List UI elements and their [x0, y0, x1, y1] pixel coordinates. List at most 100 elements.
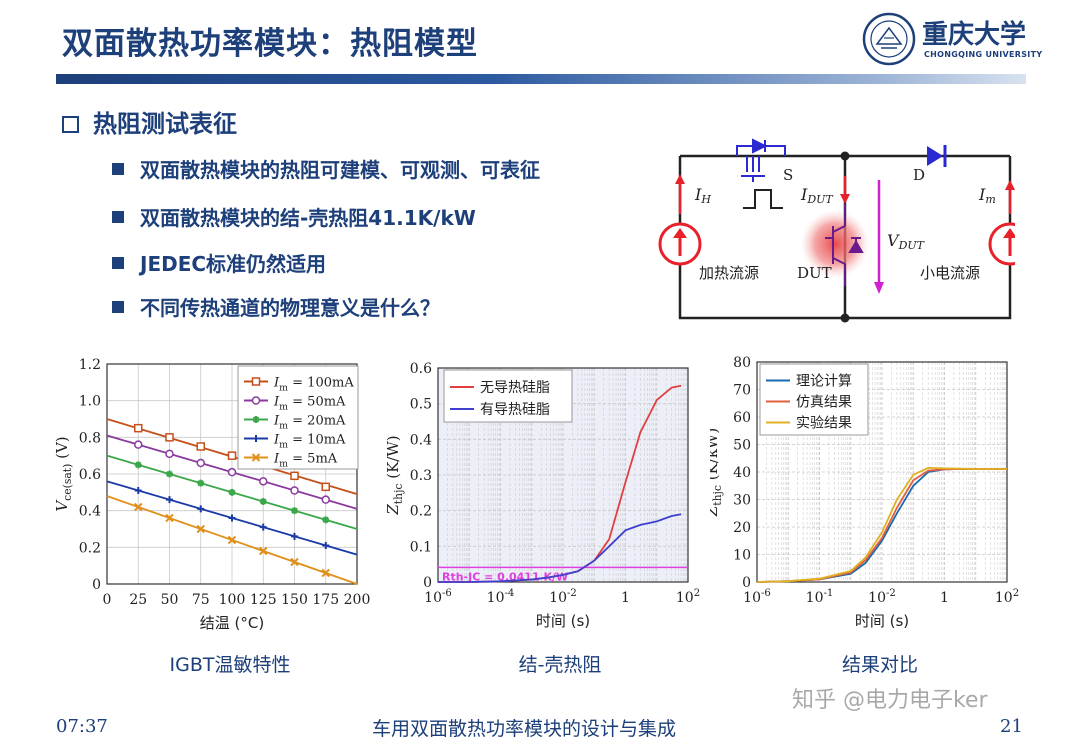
- vdut-label: VDUT: [887, 231, 926, 252]
- dut-igbt-icon: [825, 204, 864, 286]
- data-point: [165, 449, 174, 459]
- bullet-item: 双面散热模块的热阻可建模、可观测、可表征: [112, 154, 540, 183]
- x-tick-label: 1: [621, 590, 630, 606]
- y-axis-label: Zthjc (K/kW): [710, 428, 724, 517]
- series-3: [106, 480, 358, 556]
- junction-case-impedance-chart: 0 0.1 0.2 0.3 0.4 0.5 0.6 10-6 10-4 10-2 1 102 时间 (s…: [384, 361, 700, 630]
- x-tick-label: 50: [161, 592, 179, 608]
- bullet-item: 不同传热通道的物理意义是什么？: [112, 292, 440, 321]
- pulse-waveform-icon: [743, 189, 783, 209]
- data-point: [252, 416, 260, 423]
- square-bullet-icon: [112, 301, 124, 313]
- y-tick-label: 0: [423, 575, 432, 591]
- data-point: [165, 513, 174, 523]
- page-number: 21: [1000, 716, 1023, 737]
- y-tick-label: 50: [733, 438, 751, 454]
- y-tick-label: 1.2: [79, 357, 101, 373]
- measurement-current-source-icon: [988, 222, 1015, 266]
- y-tick-label: 0.1: [410, 539, 432, 555]
- chart1-caption: IGBT温敏特性: [169, 654, 291, 676]
- legend-box: [443, 369, 573, 423]
- square-bullet-icon: [112, 211, 124, 223]
- dut-label: DUT: [797, 264, 832, 282]
- y-tick-label: 30: [733, 493, 751, 509]
- data-point: [321, 568, 330, 578]
- legend-label: Im = 100mA: [273, 376, 354, 394]
- series-line: [756, 466, 1007, 583]
- x-tick-label: 100: [219, 592, 246, 608]
- chart2-caption: 结-壳热阻: [518, 654, 602, 676]
- y-tick-label: 70: [733, 383, 751, 399]
- data-point: [227, 535, 237, 545]
- switch-label: S: [783, 166, 793, 184]
- y-tick-label: 0: [92, 577, 101, 593]
- university-seal-logo: [862, 12, 916, 66]
- heating-current-source-icon: [658, 222, 702, 266]
- y-tick-label: 0.8: [79, 430, 101, 446]
- data-point: [134, 461, 142, 469]
- data-point: [134, 423, 143, 433]
- chart3-caption: 结果对比: [841, 654, 918, 676]
- bullet-item: JEDEC标准仍然适用: [112, 248, 326, 277]
- data-point: [322, 542, 330, 549]
- data-point: [259, 523, 267, 531]
- y-axis-label: Vce(sat) (V): [53, 436, 74, 511]
- data-point: [165, 433, 174, 442]
- im-label: Im: [978, 185, 996, 206]
- y-axis-label: Zthjc (K/W): [384, 435, 405, 515]
- legend-label: 实验结果: [796, 416, 852, 432]
- section-heading: 热阻测试表征: [62, 104, 237, 139]
- data-point: [259, 498, 267, 505]
- x-tick-label: 1: [940, 590, 949, 606]
- legend-label: 无导热硅脂: [480, 380, 550, 396]
- small-source-label: 小电流源: [920, 264, 980, 282]
- data-point: [227, 467, 237, 477]
- legend-label: 仿真结果: [796, 395, 852, 411]
- university-name-en: CHONGQING UNIVERSITY: [924, 50, 1043, 59]
- square-bullet-icon: [112, 163, 124, 175]
- junction-dot: [840, 151, 850, 161]
- data-point: [290, 486, 299, 495]
- data-point: [228, 488, 236, 496]
- x-tick-label: 10-6: [424, 588, 452, 606]
- legend-label: Im = 10mA: [273, 433, 346, 451]
- y-tick-label: 40: [733, 465, 751, 481]
- x-tick-label: 75: [192, 592, 210, 608]
- bullet-item: 双面散热模块的结-壳热阻41.1K/kW: [112, 202, 476, 231]
- watermark: 知乎 @电力电子ker: [792, 688, 988, 713]
- y-tick-label: 60: [733, 410, 751, 426]
- diode-label: D: [913, 166, 925, 184]
- x-axis-label: 时间 (s): [855, 612, 909, 630]
- data-point: [251, 396, 261, 405]
- data-point: [228, 514, 236, 522]
- legend-label: 理论计算: [796, 374, 852, 390]
- diode-icon: [927, 145, 947, 167]
- y-tick-label: 10: [733, 548, 751, 564]
- data-point: [291, 532, 298, 540]
- legend-label: 有导热硅脂: [480, 402, 550, 418]
- title-divider: [56, 74, 1026, 84]
- university-name: 重庆大学: [922, 20, 1027, 50]
- plot-frame: [756, 361, 1008, 583]
- data-point: [322, 516, 330, 524]
- data-point: [227, 451, 237, 460]
- data-point: [197, 505, 205, 513]
- series-2: [756, 466, 1007, 583]
- x-tick-label: 0: [103, 592, 112, 608]
- series-line: [438, 513, 682, 583]
- data-point: [251, 377, 261, 386]
- x-tick-label: 10-2: [868, 588, 896, 606]
- series-1: [438, 513, 682, 583]
- x-tick-label: 10-4: [487, 588, 515, 606]
- x-tick-label: 102: [995, 588, 1019, 606]
- x-tick-label: 102: [676, 588, 700, 606]
- plot-frame: [106, 363, 358, 585]
- legend-label: Im = 50mA: [273, 395, 346, 413]
- data-point: [166, 470, 173, 478]
- data-point: [196, 458, 205, 468]
- ih-label: IH: [694, 185, 711, 206]
- page-title: 双面散热功率模块：热阻模型: [62, 26, 478, 62]
